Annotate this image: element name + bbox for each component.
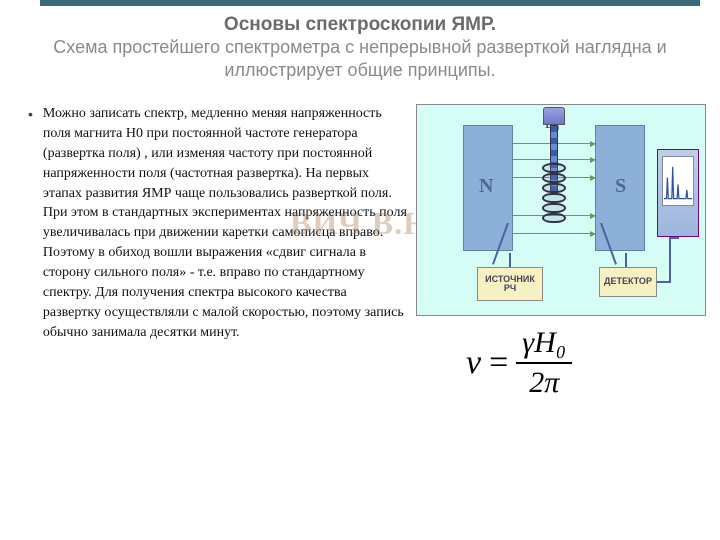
wire (509, 253, 511, 267)
label-north: N (479, 175, 493, 198)
formula-denominator: 2π (529, 364, 559, 400)
spectrum-trace-icon (663, 157, 693, 205)
recorder-screen (662, 156, 694, 206)
recorder (657, 149, 699, 237)
wire (669, 237, 679, 239)
body-text: Можно записать спектр, медленно меняя на… (43, 104, 408, 343)
label-south: S (615, 175, 626, 198)
sample-holder (543, 107, 565, 125)
top-bar (40, 0, 700, 6)
formula-lhs: ν (466, 344, 481, 382)
formula-numerator: γH₀ (516, 326, 572, 364)
field-line (513, 233, 595, 234)
page-title: Основы спектроскопии ЯМР. (40, 14, 680, 36)
rf-coil (542, 163, 566, 223)
bullet-icon: • (28, 104, 43, 343)
wire (625, 253, 627, 267)
wire (669, 237, 671, 283)
rf-source-box: ИСТОЧНИК РЧ (477, 267, 543, 301)
nmr-diagram: N S B₀ ИСТОЧНИК РЧ ДЕТЕКТОР (416, 104, 706, 316)
formula-fraction: γH₀ 2π (516, 326, 572, 400)
header: Основы спектроскопии ЯМР. Схема простейш… (0, 14, 720, 81)
body-content: • Можно записать спектр, медленно меняя … (28, 104, 408, 343)
formula: ν = γH₀ 2π (466, 326, 676, 400)
formula-eq: = (489, 344, 508, 382)
page-subtitle: Схема простейшего спектрометра с непреры… (40, 36, 680, 81)
detector-box: ДЕТЕКТОР (599, 267, 657, 297)
